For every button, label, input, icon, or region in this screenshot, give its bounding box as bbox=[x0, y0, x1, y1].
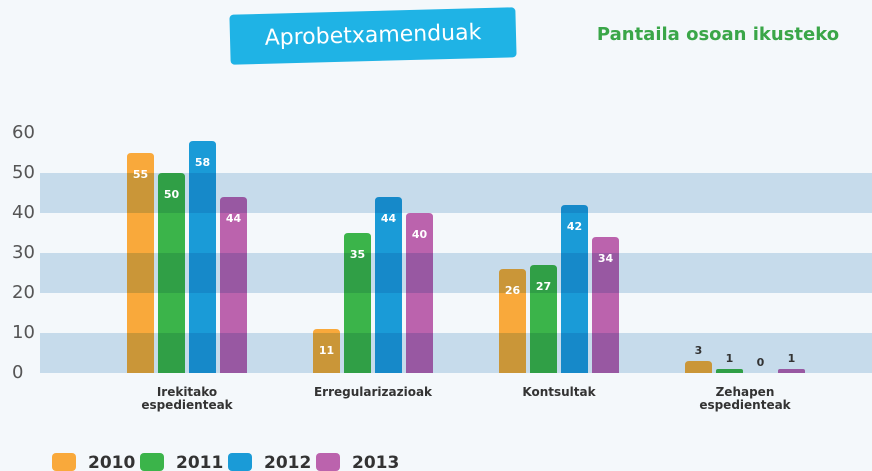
data-label: 50 bbox=[164, 188, 180, 201]
y-tick-label: 50 bbox=[12, 162, 35, 183]
grid-band bbox=[40, 173, 872, 213]
title-button[interactable]: Aprobetxamenduak bbox=[229, 7, 517, 65]
legend-label: 2010 bbox=[88, 453, 135, 471]
data-label: 42 bbox=[567, 220, 582, 233]
y-tick-label: 30 bbox=[12, 242, 35, 263]
chart-title[interactable]: Aprobetxamenduak bbox=[264, 20, 482, 51]
legend-swatch bbox=[228, 453, 252, 471]
data-label: 55 bbox=[133, 168, 148, 181]
data-label: 1 bbox=[788, 352, 796, 365]
x-tick-label: Kontsultak bbox=[522, 385, 596, 399]
data-label: 44 bbox=[381, 212, 397, 225]
data-label: 1 bbox=[726, 352, 734, 365]
data-label: 27 bbox=[536, 280, 551, 293]
legend-label: 2012 bbox=[264, 453, 311, 471]
data-label: 34 bbox=[598, 252, 614, 265]
x-tick-label: Irekitako espedienteak bbox=[141, 385, 233, 412]
data-label: 35 bbox=[350, 248, 365, 261]
legend-swatch bbox=[140, 453, 164, 471]
legend-swatch bbox=[52, 453, 76, 471]
grid-band bbox=[40, 253, 872, 293]
title-box[interactable] bbox=[229, 7, 517, 65]
data-label: 0 bbox=[757, 356, 765, 369]
x-tick-label: Erregularizazioak bbox=[313, 385, 433, 399]
data-label: 40 bbox=[412, 228, 428, 241]
y-tick-label: 10 bbox=[12, 322, 35, 343]
grid-band bbox=[40, 333, 872, 373]
y-tick-label: 20 bbox=[12, 282, 35, 303]
data-label: 3 bbox=[695, 344, 703, 357]
fullscreen-link[interactable]: Pantaila osoan ikusteko bbox=[597, 24, 839, 45]
x-tick-label: Zehapen espedienteak bbox=[699, 385, 791, 412]
legend-label: 2011 bbox=[176, 453, 223, 471]
data-label: 11 bbox=[319, 344, 334, 357]
y-tick-label: 0 bbox=[12, 362, 23, 383]
data-label: 44 bbox=[226, 212, 242, 225]
y-tick-label: 60 bbox=[12, 122, 35, 143]
y-tick-label: 40 bbox=[12, 202, 35, 223]
legend-swatch bbox=[316, 453, 340, 471]
data-label: 26 bbox=[505, 284, 521, 297]
legend-label: 2013 bbox=[352, 453, 399, 471]
data-label: 58 bbox=[195, 156, 210, 169]
